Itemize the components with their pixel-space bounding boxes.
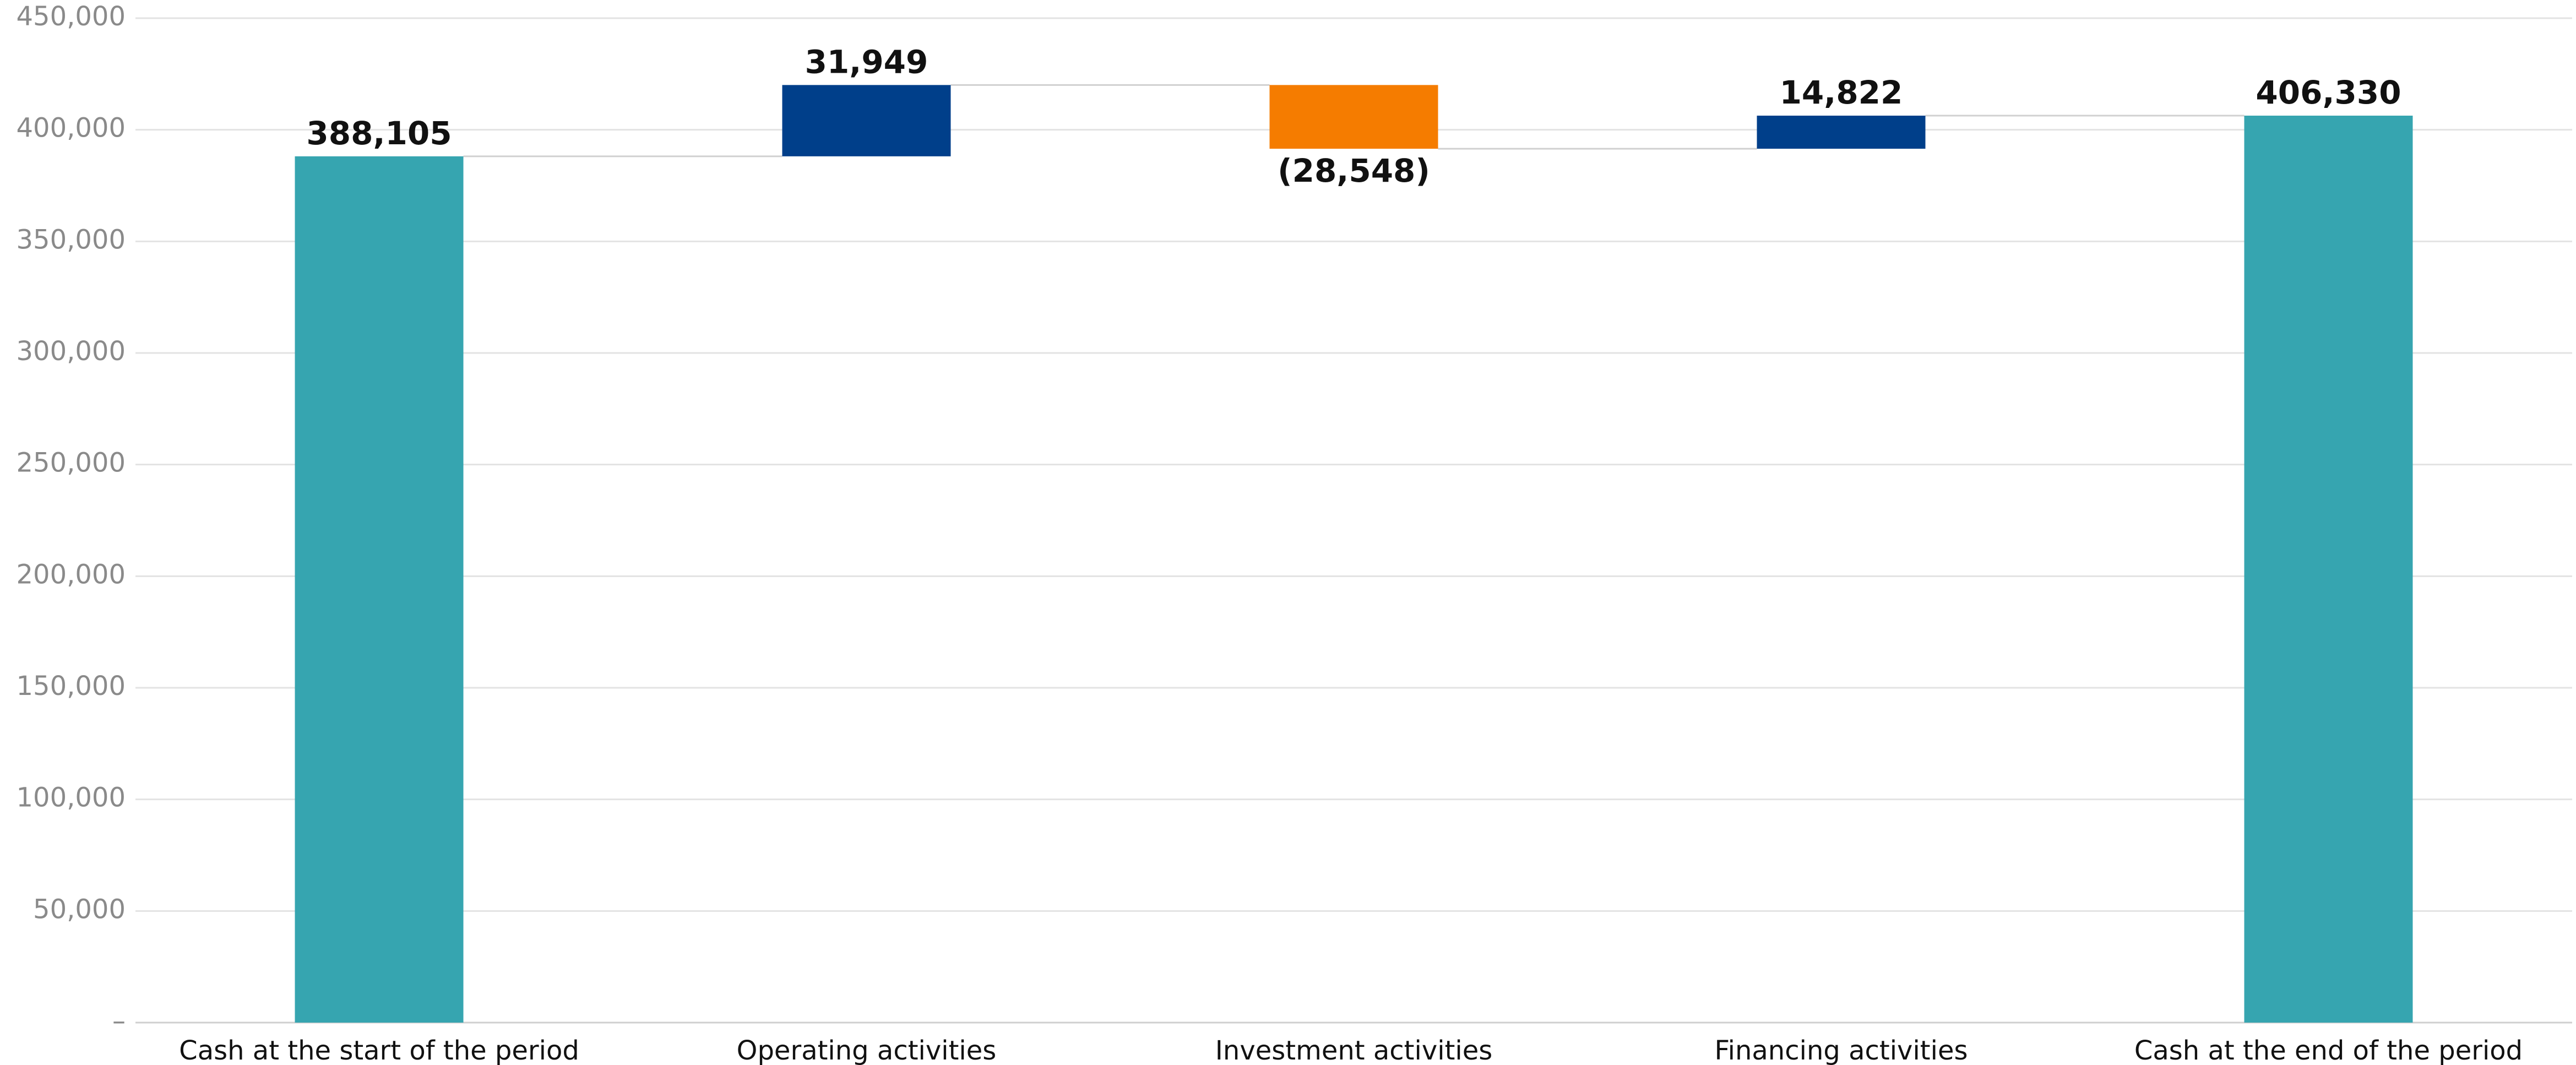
value-label: 14,822 — [1780, 74, 1903, 111]
y-tick-label: 100,000 — [17, 783, 126, 813]
x-tick-label: Cash at the end of the period — [2134, 1035, 2523, 1065]
y-tick-label: – — [112, 1006, 126, 1036]
bar — [295, 156, 464, 1023]
value-label: 406,330 — [2256, 74, 2401, 111]
bar — [1757, 116, 1926, 149]
y-tick-label: 50,000 — [33, 894, 126, 925]
value-label: 388,105 — [306, 115, 452, 152]
y-tick-label: 200,000 — [17, 559, 126, 590]
y-tick-label: 300,000 — [17, 336, 126, 367]
x-tick-label: Cash at the start of the period — [179, 1035, 579, 1065]
y-tick-label: 450,000 — [17, 1, 126, 32]
value-label: 31,949 — [805, 43, 928, 80]
y-tick-label: 350,000 — [17, 224, 126, 255]
bar — [2244, 116, 2413, 1023]
y-tick-label: 150,000 — [17, 671, 126, 702]
x-tick-label: Investment activities — [1215, 1035, 1493, 1065]
value-label: (28,548) — [1278, 152, 1430, 189]
y-tick-label: 400,000 — [17, 113, 126, 144]
bar — [782, 85, 951, 156]
x-tick-label: Financing activities — [1715, 1035, 1968, 1065]
y-tick-label: 250,000 — [17, 448, 126, 479]
x-tick-label: Operating activities — [737, 1035, 997, 1065]
bar — [1269, 85, 1438, 149]
